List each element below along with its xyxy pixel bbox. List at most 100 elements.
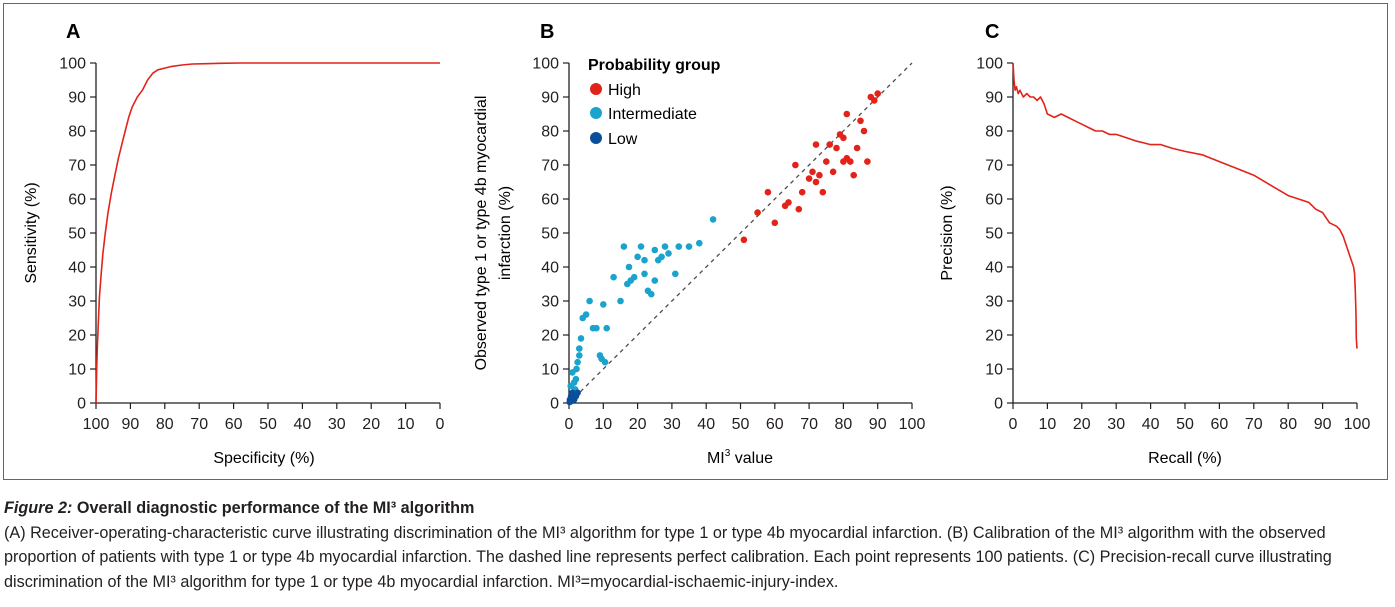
panel-c-x-tick-label: 60 [1211,416,1229,433]
panel-b-point-high [764,188,772,196]
panel-b-point-intermediate [600,301,607,308]
panel-letter-b: B [540,21,554,43]
panel-a-xlabel: Specificity (%) [213,450,314,467]
panel-b-point-high [871,97,878,104]
panel-c-y-tick-label: 30 [985,294,1003,311]
panel-c-x-tick-label: 0 [1009,416,1018,433]
panel-b-x-tick-label: 30 [663,416,681,433]
panel-b-point-intermediate [709,216,717,223]
panel-b-point-intermediate [661,243,669,250]
panel-b-x-tick-label: 40 [697,416,715,433]
panel-c-y-tick-label: 40 [985,260,1003,277]
panel-b-point-high [812,141,820,148]
panel-c-y-tick-label: 60 [985,192,1003,209]
panel-a-y-tick-label: 0 [77,396,86,413]
panel-b-x-tick-label: 50 [732,416,750,433]
panel-b-point-high [740,236,748,244]
panel-b-xlabel-main: MI [707,450,725,467]
panel-b-point-high [826,141,833,148]
panel-b-point-intermediate [576,345,583,352]
panel-c-x-tick-label: 40 [1142,416,1160,433]
panel-b-point-intermediate [630,273,638,281]
panel-b-point-intermediate [685,243,693,250]
panel-c-y-tick-label: 100 [976,56,1003,73]
panel-b-point-intermediate [617,297,624,305]
panel-b-perfect-calibration-line [568,62,913,404]
panel-b-ylabel-line2: infarction (%) [497,186,514,280]
legend-label-high: High [608,82,641,99]
panel-b-point-high [754,209,761,216]
figure-caption: Figure 2: Overall diagnostic performance… [4,496,1394,594]
panel-b-point-high [805,175,813,182]
legend-marker-low [590,132,602,144]
panel-b-y-tick-label: 80 [541,124,559,141]
panel-b-x-tick-label: 0 [565,416,574,433]
panel-b-x-tick-label: 60 [766,416,784,433]
panel-c-xlabel: Recall (%) [1148,450,1222,467]
panel-b-y-tick-label: 60 [541,192,559,209]
panel-a-x-tick-label: 30 [328,416,346,433]
panel-b-x-tick-label: 100 [899,416,926,433]
figure-frame [3,3,1388,480]
panel-c-curve [1012,62,1358,349]
panel-c-ylabel: Precision (%) [939,185,956,280]
panel-b-point-intermediate [648,290,655,298]
panel-b-point-high [860,127,868,135]
panel-b-point-high [829,168,837,176]
panel-a-ylabel: Sensitivity (%) [23,182,40,283]
panel-a-y-tick-label: 40 [68,260,86,277]
panel-b-point-high [792,161,799,169]
panel-b-point-high [864,158,871,165]
panel-b-point-intermediate [665,250,672,257]
panel-b-point-high [850,171,857,179]
panel-a-x-tick-label: 50 [259,416,277,433]
panel-c-x-tick-label: 30 [1107,416,1125,433]
panel-a-x-tick-label: 40 [294,416,312,433]
legend-title: Probability group [588,57,721,74]
panel-b-point-intermediate [696,239,703,247]
panel-b-point-high [833,144,840,152]
panel-c-x-tick-label: 10 [1039,416,1057,433]
panel-c-y-tick-label: 80 [985,124,1003,141]
panel-b-point-high [785,199,792,206]
panel-b-point-high [874,90,881,97]
legend-marker-intermediate [590,107,602,119]
panel-b-x-tick-label: 20 [629,416,647,433]
panel-a-x-tick-label: 0 [436,416,445,433]
panel-b-point-high [819,188,827,196]
panel-b-y-tick-label: 50 [541,226,559,243]
panel-a-x-tick-label: 100 [83,416,110,433]
panel-c-x-tick-label: 70 [1245,416,1263,433]
legend-label-intermediate: Intermediate [608,106,697,123]
panel-b-point-intermediate [586,297,593,305]
panel-b-point-intermediate [610,273,617,281]
panel-b-point-low [574,389,581,397]
panel-b-point-intermediate [620,243,628,250]
panel-b-point-intermediate [672,270,679,278]
panel-b-y-tick-label: 10 [541,362,559,379]
panel-c-y-tick-label: 0 [994,396,1003,413]
charts-canvas: A B C Specificity (%) Sensitivity (%) MI… [23,21,1370,467]
caption-title-text: Overall diagnostic performance of the MI… [76,499,475,517]
panel-a-y-tick-label: 60 [68,192,86,209]
panel-a-x-tick-label: 70 [190,416,208,433]
panel-a-y-tick-label: 50 [68,226,86,243]
panel-b-point-intermediate [658,253,665,261]
panel-c-x-tick-label: 90 [1314,416,1332,433]
legend-label-low: Low [608,131,638,148]
panel-a-y-tick-label: 10 [68,362,86,379]
panel-b-point-intermediate [634,253,641,261]
panel-c-x-tick-label: 50 [1176,416,1194,433]
panel-b-point-high [823,158,830,165]
panel-c-y-tick-label: 70 [985,158,1003,175]
panel-b-point-high [840,134,847,142]
panel-b-point-high [798,188,806,196]
panel-b-ylabel-line1: Observed type 1 or type 4b myocardial [473,96,490,371]
panel-c-x-tick-label: 100 [1344,416,1371,433]
panel-b-point-high [847,158,854,165]
panel-a-x-tick-label: 60 [225,416,243,433]
panel-c-y-tick-label: 90 [985,90,1003,107]
panel-b-y-tick-label: 100 [532,56,559,73]
legend-marker-high [590,83,602,95]
